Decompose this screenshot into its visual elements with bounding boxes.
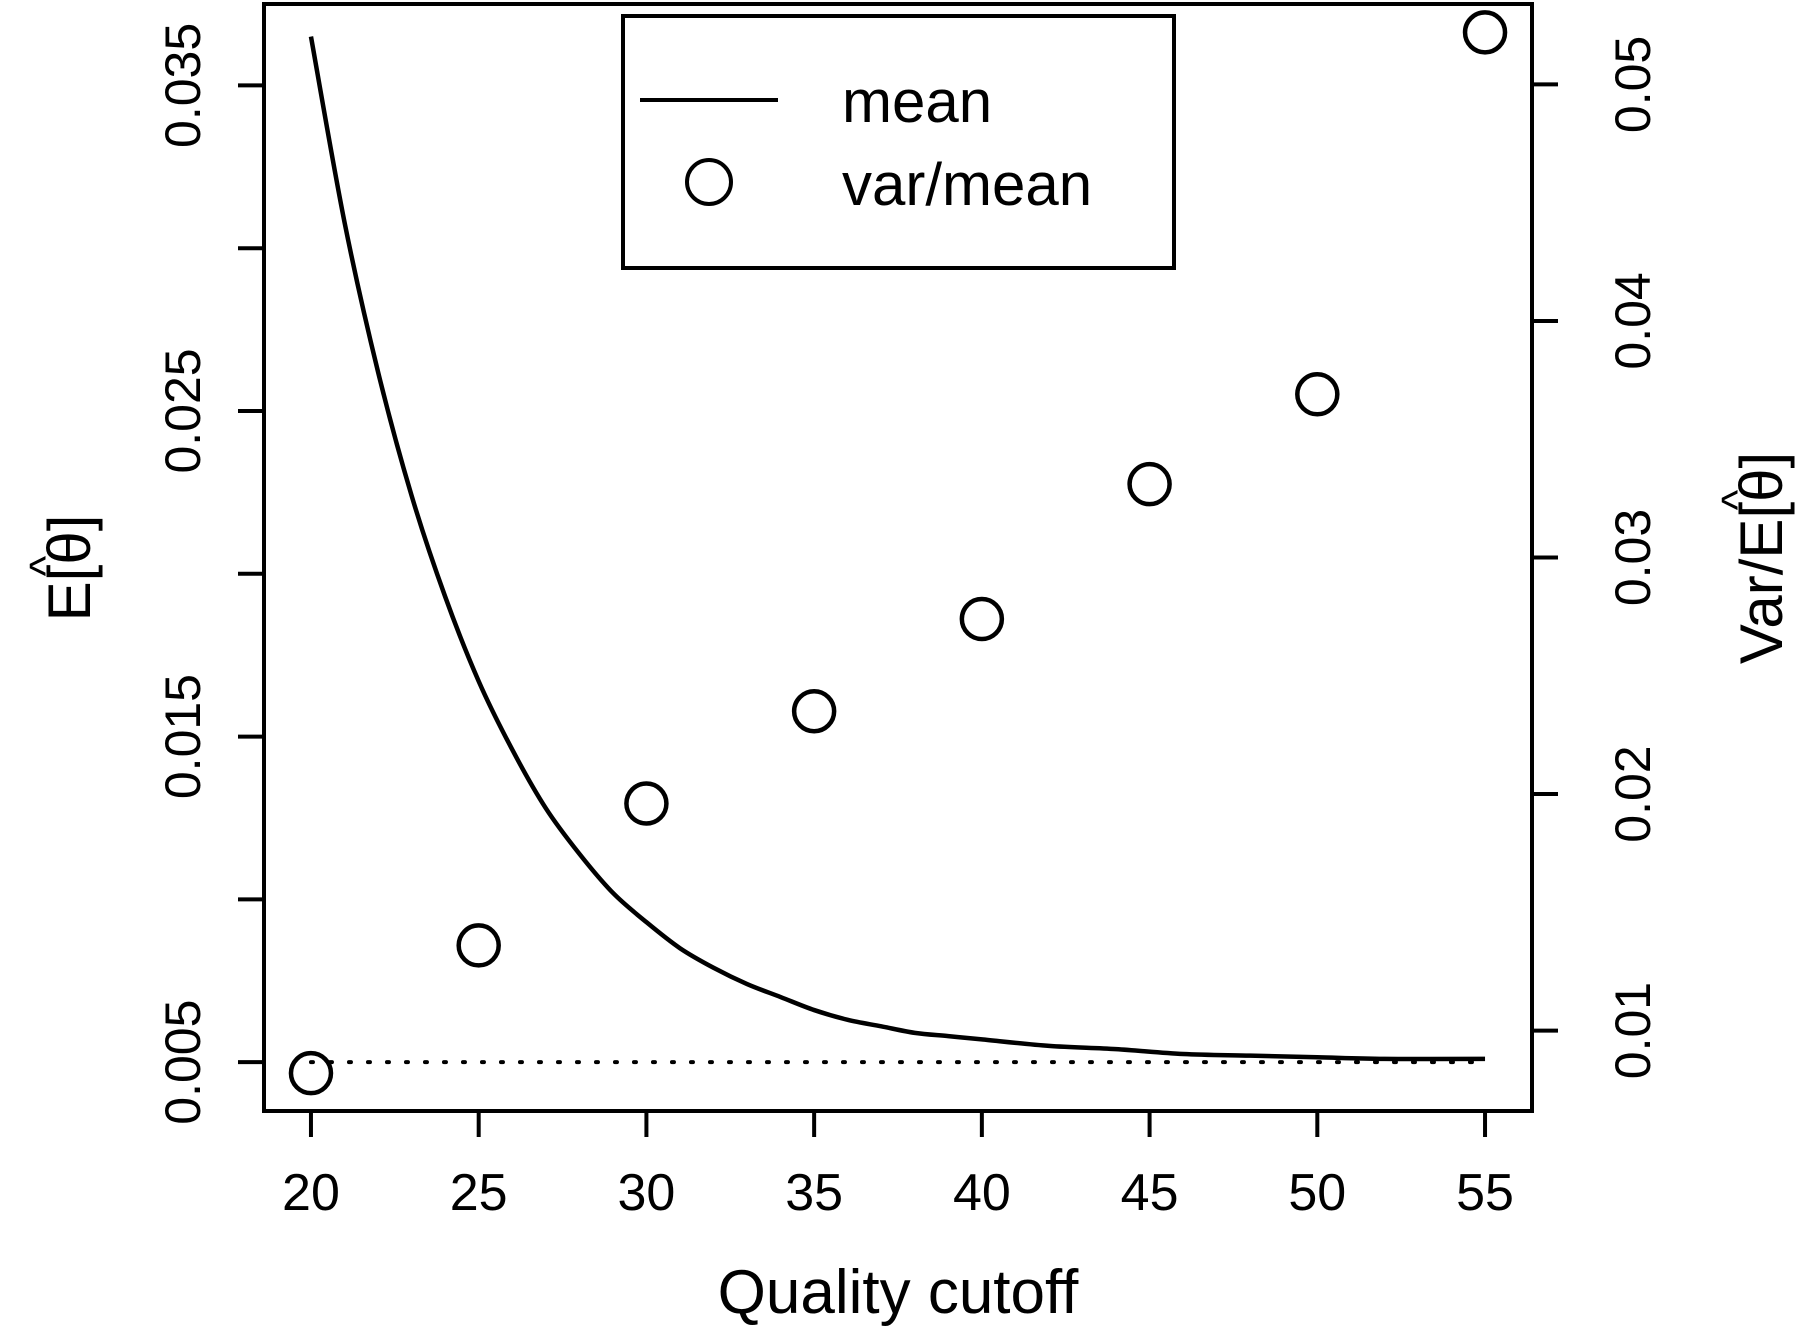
var-mean-points-layer: [288, 10, 1508, 1096]
y-right-axis-title-group: Var/E[θ] ^: [1713, 452, 1795, 664]
legend-label-mean: mean: [842, 68, 992, 135]
var-mean-point: [959, 596, 1005, 642]
mean-line: [308, 36, 1486, 1062]
y-left-tick-label: 0.005: [155, 1000, 211, 1125]
var-mean-point: [1127, 461, 1172, 507]
var-mean-point: [624, 781, 669, 826]
var-mean-point: [1295, 372, 1340, 417]
x-tick-label: 35: [785, 1164, 843, 1222]
legend-circle-symbol: [685, 158, 733, 206]
y-right-axis-title: Var/E[θ]: [1728, 452, 1795, 664]
y-right-axis-title-hat: ^: [1713, 489, 1762, 510]
var-mean-point: [456, 923, 501, 968]
y-right-tick-label: 0.01: [1605, 982, 1661, 1079]
legend-label-var-mean: var/mean: [842, 151, 1092, 218]
y-right-tick-label: 0.04: [1605, 272, 1661, 369]
y-left-axis: 0.005 0.015 0.025 0.035: [155, 23, 264, 1125]
y-right-tick-label: 0.02: [1605, 745, 1661, 842]
x-axis-title: Quality cutoff: [718, 1258, 1079, 1327]
y-right-tick-label: 0.03: [1605, 509, 1661, 606]
x-tick-label: 55: [1456, 1164, 1514, 1222]
y-left-axis-title: E[θ]: [36, 515, 103, 622]
x-tick-label: 50: [1288, 1164, 1346, 1222]
y-left-tick-label: 0.025: [155, 348, 211, 473]
y-right-tick-label: 0.05: [1605, 36, 1661, 133]
x-tick-label: 25: [450, 1164, 508, 1222]
mean-series-layer: [308, 36, 1486, 1062]
x-tick-label: 20: [282, 1164, 340, 1222]
x-tick-label: 45: [1121, 1164, 1179, 1222]
y-left-axis-title-hat: ^: [21, 555, 70, 576]
x-axis: 20 25 30 35 40 45 50 55: [282, 1111, 1514, 1222]
x-tick-label: 40: [953, 1164, 1011, 1222]
var-mean-point: [791, 689, 837, 734]
var-mean-point: [1462, 10, 1508, 55]
legend: mean var/mean: [621, 14, 1176, 270]
y-left-axis-title-group: E[θ] ^: [21, 515, 103, 622]
legend-box: [621, 14, 1176, 270]
y-left-tick-label: 0.035: [155, 23, 211, 148]
y-right-axis: 0.01 0.02 0.03 0.04 0.05: [1532, 36, 1661, 1079]
y-left-tick-label: 0.015: [155, 674, 211, 799]
var-mean-point: [288, 1050, 334, 1096]
x-tick-label: 30: [617, 1164, 675, 1222]
